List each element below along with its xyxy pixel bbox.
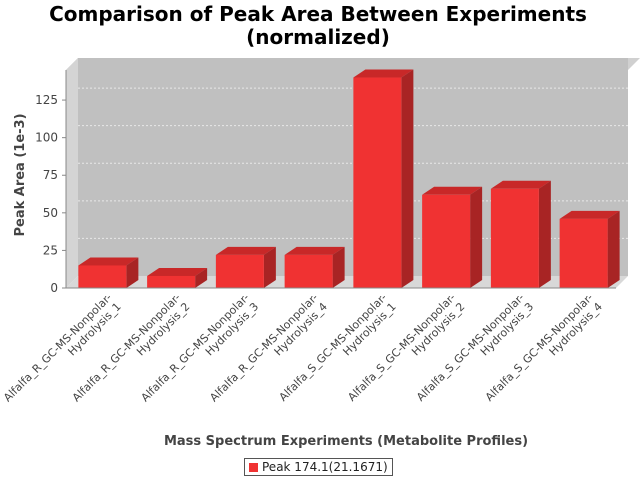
bar-side	[401, 69, 414, 288]
y-tick-label: 0	[50, 281, 58, 295]
bar-side	[263, 246, 276, 288]
x-category-label-line: Alfalfa_R_GC-MS-Nonpolar-	[70, 291, 183, 404]
legend-label: Peak 174.1(21.1671)	[262, 460, 388, 474]
x-category-label-line: Alfalfa_R_GC-MS-Nonpolar-	[207, 291, 320, 404]
bar-top	[78, 257, 139, 266]
bar-side	[332, 246, 345, 288]
bar-front	[215, 254, 264, 288]
bar-top	[490, 180, 551, 189]
bar-front	[353, 77, 402, 288]
bar	[147, 267, 208, 288]
x-category-label: Alfalfa_R_GC-MS-Nonpolar-Hydrolysis_1	[1, 291, 124, 414]
plot-area: 0 25 50 75 100 125 Alfalfa_R_GC-MS-Nonpolar-H…	[1, 58, 640, 414]
bar-front	[78, 265, 127, 288]
bar	[284, 246, 345, 288]
x-axis-category-labels: Alfalfa_R_GC-MS-Nonpolar-Hydrolysis_1Alf…	[1, 291, 605, 414]
bar-top	[353, 69, 414, 78]
bar-top	[147, 267, 208, 276]
x-axis-title: Mass Spectrum Experiments (Metabolite Pr…	[164, 434, 528, 449]
bar-front	[490, 188, 539, 288]
y-tick-label: 75	[43, 168, 58, 182]
y-tick-label: 50	[43, 206, 58, 220]
y-axis-title: Peak Area (1e-3)	[13, 113, 28, 236]
bar-side	[195, 267, 208, 288]
x-category-label-line: Alfalfa_R_GC-MS-Nonpolar-	[139, 291, 252, 404]
chart-title-line-2: (normalized)	[246, 25, 390, 49]
bar-side	[607, 210, 620, 288]
bars-group	[78, 69, 620, 288]
bar-front	[147, 275, 196, 288]
bar	[559, 210, 620, 288]
bar	[353, 69, 414, 288]
bar	[78, 257, 139, 288]
y-axis-ticks: 0 25 50 75 100 125	[35, 93, 66, 295]
chart-title-line-1: Comparison of Peak Area Between Experime…	[49, 2, 587, 26]
bar-top	[284, 246, 345, 255]
bar-top	[422, 186, 483, 195]
bar-front	[559, 218, 608, 288]
legend-swatch	[249, 462, 258, 472]
bar	[422, 186, 483, 288]
bar-side	[538, 180, 551, 288]
y-tick-label: 125	[35, 93, 58, 107]
bar-side	[470, 186, 483, 288]
y-tick-label: 100	[35, 131, 58, 145]
bar-top	[215, 246, 276, 255]
bar-top	[559, 210, 620, 219]
bar	[215, 246, 276, 288]
plot-left-wall	[66, 58, 78, 288]
bar-front	[422, 194, 471, 288]
bar-front	[284, 254, 333, 288]
bar-side	[126, 257, 139, 288]
y-tick-label: 25	[43, 243, 58, 257]
bar	[490, 180, 551, 288]
x-category-label-line: Alfalfa_R_GC-MS-Nonpolar-	[1, 291, 114, 404]
legend: Peak 174.1(21.1671)	[244, 458, 393, 476]
